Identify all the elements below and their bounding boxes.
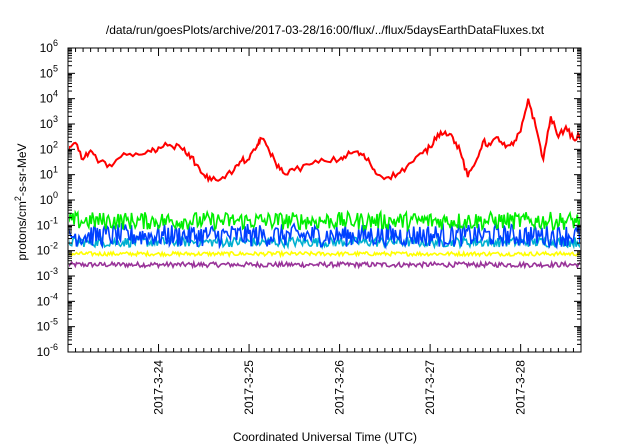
- y-tick-exp: -2: [50, 241, 58, 251]
- series-line-4: [69, 249, 580, 259]
- y-tick-exp: -4: [50, 291, 58, 301]
- y-tick-label: 105: [40, 63, 58, 80]
- y-tick-label: 103: [40, 114, 58, 131]
- y-tick-base: 10: [40, 41, 54, 55]
- y-tick-exp: 2: [53, 139, 58, 149]
- y-tick-exp: 6: [53, 38, 58, 48]
- x-tick-label: 2017-3-26: [333, 360, 347, 415]
- y-tick-label: 106: [40, 38, 58, 55]
- y-tick-base: 10: [40, 66, 54, 80]
- y-tick-base: 10: [37, 269, 51, 283]
- y-tick-label: 10-5: [37, 317, 58, 334]
- y-tick-base: 10: [37, 244, 51, 258]
- series-line-1: [69, 209, 580, 233]
- y-tick-base: 10: [37, 320, 51, 334]
- y-tick-base: 10: [37, 294, 51, 308]
- x-axis-label: Coordinated Universal Time (UTC): [233, 430, 417, 444]
- series-line-2: [69, 221, 580, 250]
- y-tick-exp: -5: [50, 317, 58, 327]
- y-tick-base: 10: [37, 345, 51, 359]
- y-tick-exp: 5: [53, 63, 58, 73]
- y-tick-base: 10: [40, 142, 54, 156]
- x-tick-label: 2017-3-27: [423, 360, 437, 415]
- y-tick-base: 10: [40, 193, 54, 207]
- y-axis-label-base: protons/cm: [15, 201, 29, 260]
- y-tick-exp: 3: [53, 114, 58, 124]
- y-tick-exp: -3: [50, 266, 58, 276]
- y-tick-exp: -1: [50, 215, 58, 225]
- y-tick-base: 10: [40, 92, 54, 106]
- chart-title: /data/run/goesPlots/archive/2017-03-28/1…: [106, 23, 545, 37]
- y-tick-label: 10-6: [37, 342, 58, 359]
- x-tick-label: 2017-3-28: [514, 360, 528, 415]
- y-tick-label: 10-2: [37, 241, 58, 258]
- y-tick-label: 10-3: [37, 266, 58, 283]
- y-tick-label: 10-4: [37, 291, 58, 308]
- y-tick-base: 10: [40, 117, 54, 131]
- y-tick-base: 10: [37, 218, 51, 232]
- series-line-red: [69, 98, 580, 184]
- y-tick-exp: 1: [53, 165, 58, 175]
- y-tick-label: 102: [40, 139, 58, 156]
- y-tick-label: 100: [40, 190, 58, 207]
- y-tick-exp: 4: [53, 89, 58, 99]
- y-tick-label: 10-1: [37, 215, 58, 232]
- y-axis-label: protons/cm2-s-sr-MeV: [13, 143, 29, 260]
- y-tick-exp: -6: [50, 342, 58, 352]
- y-tick-exp: 0: [53, 190, 58, 200]
- y-axis-label-sup: 2: [13, 196, 23, 201]
- axes-layer: 10610510410310210110010-110-210-310-410-…: [37, 38, 582, 415]
- y-tick-label: 101: [40, 165, 58, 182]
- series-layer: [69, 98, 580, 270]
- y-tick-base: 10: [40, 168, 54, 182]
- x-tick-label: 2017-3-24: [152, 360, 166, 415]
- plot-frame: [67, 47, 582, 353]
- series-line-5: [69, 259, 580, 270]
- x-tick-label: 2017-3-25: [242, 360, 256, 415]
- y-tick-label: 104: [40, 89, 58, 106]
- y-axis-label-rest: -s-sr-MeV: [15, 143, 29, 196]
